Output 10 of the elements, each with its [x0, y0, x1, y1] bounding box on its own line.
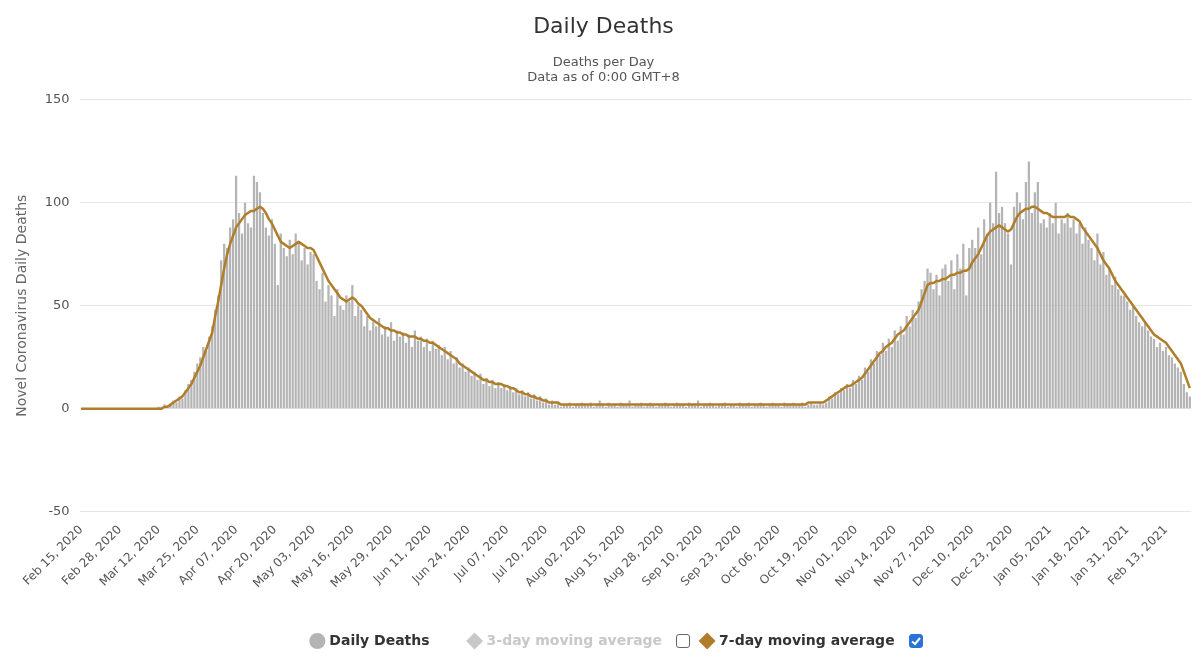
legend-label: Daily Deaths	[329, 631, 430, 648]
y-axis-title: Novel Coronavirus Daily Deaths	[13, 194, 30, 417]
legend-label: 7-day moving average	[719, 631, 895, 648]
y-tick-label: 50	[53, 297, 70, 313]
y-tick-label: 0	[61, 400, 70, 416]
chart-title: Daily Deaths	[533, 12, 674, 38]
y-tick-label: -50	[48, 503, 70, 519]
y-tick-label: 100	[44, 194, 70, 210]
y-tick-label: 150	[44, 90, 70, 106]
chart-subtitle: Deaths per Day Data as of 0:00 GMT+8	[527, 53, 680, 85]
